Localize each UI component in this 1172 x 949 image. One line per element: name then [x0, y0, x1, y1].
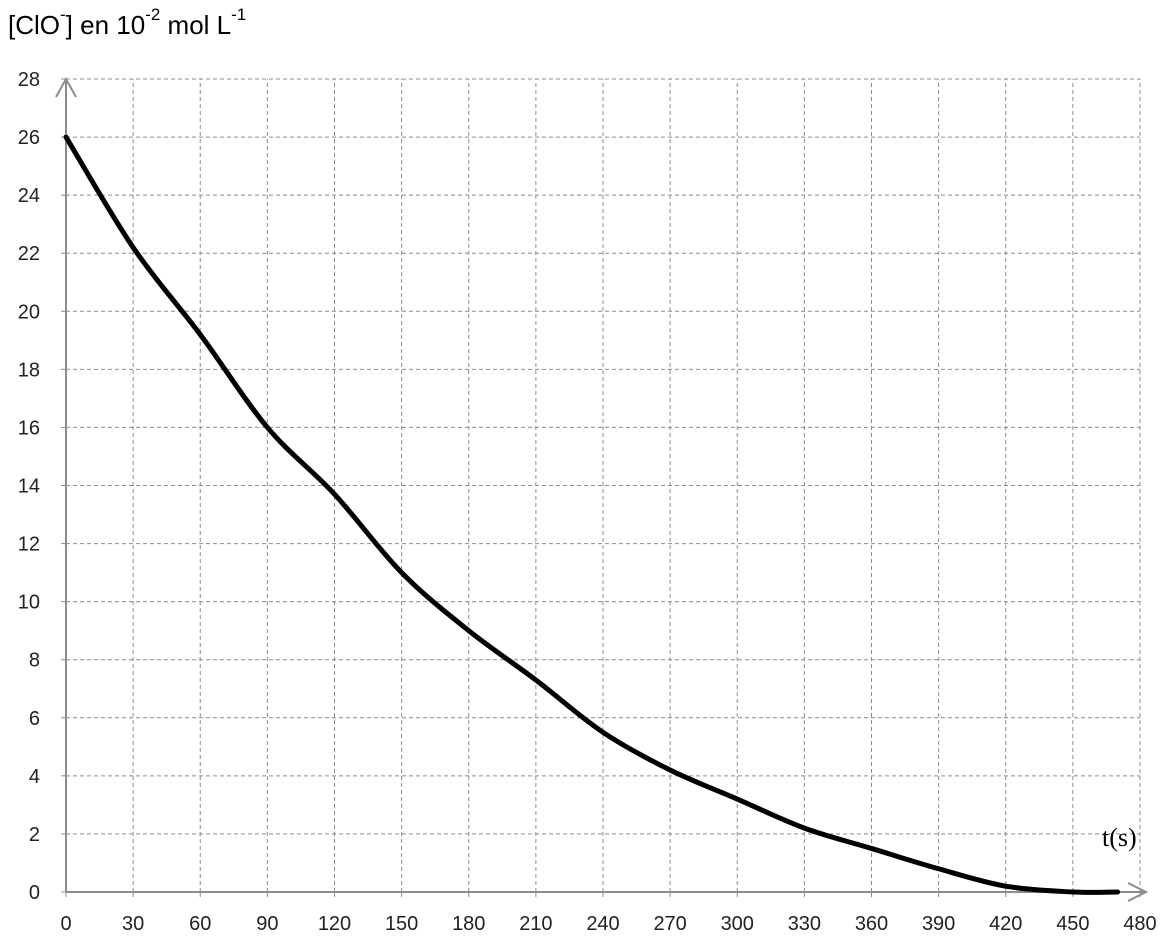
y-tick-label: 18	[18, 359, 40, 381]
x-tick-label: 420	[989, 913, 1022, 935]
y-tick-label: 2	[29, 824, 40, 846]
tick-labels: 0 30 60 90 120 150 180 210 240 270 300 330 360 390 420…	[18, 69, 1157, 935]
y-tick-label: 14	[18, 476, 40, 498]
y-tick-label: 16	[18, 417, 40, 439]
x-tick-label: 120	[318, 913, 351, 935]
x-tick-label: 360	[855, 913, 888, 935]
y-tick-label: 10	[18, 592, 40, 614]
x-tick-label: 60	[189, 913, 211, 935]
y-tick-label: 28	[18, 69, 40, 91]
y-label-part-2: ] en 10	[65, 10, 146, 40]
y-axis-arrow	[55, 76, 77, 98]
y-tick-label: 24	[18, 185, 40, 207]
x-tick-label: 330	[788, 913, 821, 935]
y-label-part-3: mol L	[160, 10, 232, 40]
y-tick-label: 22	[18, 243, 40, 265]
x-axis-arrow	[1127, 882, 1149, 902]
y-label-charge: -	[60, 5, 66, 24]
plot-area	[63, 134, 1121, 895]
x-tick-label: 270	[653, 913, 686, 935]
x-tick-label: 480	[1123, 913, 1156, 935]
y-tick-label: 6	[29, 708, 40, 730]
x-tick-label: 30	[122, 913, 144, 935]
x-tick-label: 150	[385, 913, 418, 935]
x-tick-label: 210	[519, 913, 552, 935]
x-tick-label: 0	[60, 913, 71, 935]
x-axis-label: t(s)	[1102, 823, 1137, 852]
x-tick-label: 390	[922, 913, 955, 935]
y-tick-label: 12	[18, 534, 40, 556]
grid	[66, 78, 1141, 892]
y-label-exponent: -2	[145, 5, 161, 24]
y-tick-label: 4	[29, 766, 40, 788]
y-tick-label: 8	[29, 650, 40, 672]
x-tick-label: 240	[586, 913, 619, 935]
y-tick-label: 26	[18, 127, 40, 149]
y-tick-label: 0	[29, 882, 40, 904]
y-label-unit-exponent: -1	[231, 5, 247, 24]
x-tick-label: 450	[1056, 913, 1089, 935]
series-line-0	[63, 134, 1121, 895]
y-tick-label: 20	[18, 301, 40, 323]
x-tick-label: 90	[256, 913, 278, 935]
y-label-part-1: [ClO	[8, 10, 60, 40]
x-tick-label: 300	[721, 913, 754, 935]
x-tick-label: 180	[452, 913, 485, 935]
axes	[55, 76, 1149, 902]
y-axis-label: [ClO-] en 10-2 mol L-1	[8, 6, 246, 41]
